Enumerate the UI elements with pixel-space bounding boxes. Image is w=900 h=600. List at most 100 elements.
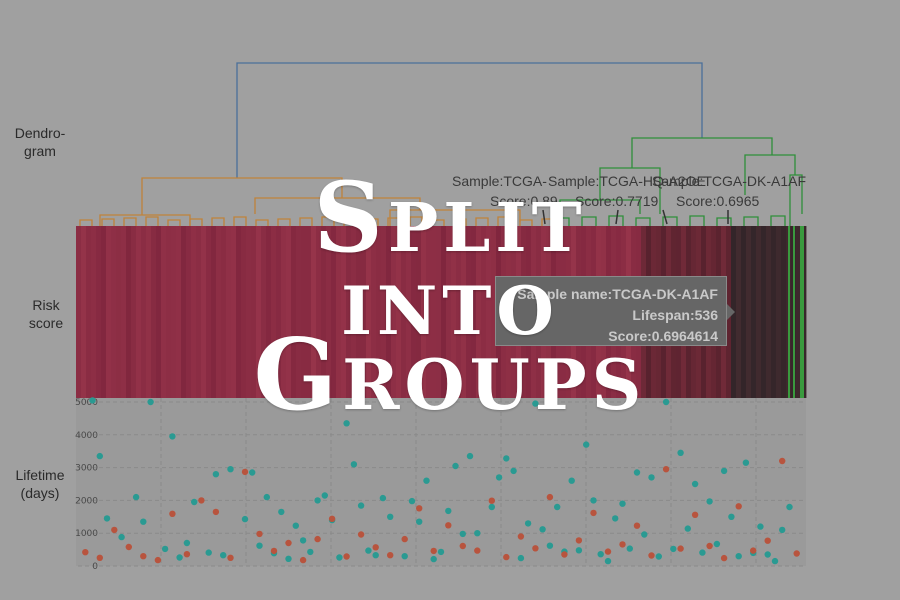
scatter-point-red-41[interactable] [677, 545, 684, 552]
scatter-point-teal-5[interactable] [140, 518, 147, 525]
scatter-point-red-6[interactable] [169, 510, 176, 517]
scatter-point-red-17[interactable] [328, 515, 336, 522]
scatter-point-red-19[interactable] [357, 531, 365, 538]
scatter-point-teal-80[interactable] [720, 467, 728, 475]
scatter-point-red-4[interactable] [140, 553, 147, 560]
scatter-point-teal-66[interactable] [619, 500, 626, 507]
scatter-point-teal-15[interactable] [227, 466, 234, 473]
scatter-point-teal-2[interactable] [103, 515, 111, 522]
scatter-point-teal-89[interactable] [786, 503, 793, 511]
scatter-point-teal-46[interactable] [466, 452, 474, 460]
scatter-point-teal-17[interactable] [249, 469, 256, 476]
scatter-point-red-14[interactable] [285, 539, 292, 547]
scatter-point-red-46[interactable] [750, 547, 757, 554]
scatter-point-teal-54[interactable] [532, 400, 539, 407]
scatter-point-teal-55[interactable] [539, 526, 546, 533]
scatter-point-teal-73[interactable] [670, 545, 677, 553]
scatter-point-teal-16[interactable] [241, 515, 249, 523]
scatter-point-red-22[interactable] [401, 535, 408, 543]
scatter-point-teal-68[interactable] [633, 469, 641, 476]
scatter-point-teal-43[interactable] [445, 507, 452, 515]
scatter-point-teal-19[interactable] [263, 493, 270, 501]
scatter-point-teal-57[interactable] [554, 503, 561, 511]
scatter-point-teal-42[interactable] [437, 548, 445, 556]
scatter-point-teal-70[interactable] [648, 474, 655, 481]
scatter-point-red-3[interactable] [125, 543, 132, 551]
scatter-point-teal-9[interactable] [176, 554, 183, 561]
scatter-point-teal-64[interactable] [604, 557, 612, 565]
scatter-point-teal-47[interactable] [474, 530, 481, 537]
scatter-point-teal-3[interactable] [118, 533, 125, 541]
scatter-point-red-21[interactable] [387, 552, 394, 559]
scatter-point-teal-45[interactable] [459, 530, 466, 538]
scatter-point-teal-51[interactable] [510, 467, 517, 475]
scatter-point-teal-33[interactable] [365, 547, 372, 554]
scatter-point-teal-76[interactable] [691, 480, 699, 488]
scatter-point-red-16[interactable] [314, 535, 321, 543]
scatter-point-red-40[interactable] [662, 466, 670, 473]
scatter-point-teal-18[interactable] [256, 542, 263, 549]
scatter-point-red-20[interactable] [372, 544, 379, 551]
scatter-point-red-43[interactable] [706, 542, 713, 550]
scatter-point-teal-40[interactable] [423, 477, 430, 484]
scatter-point-red-0[interactable] [82, 549, 89, 556]
scatter-point-teal-71[interactable] [655, 553, 662, 560]
scatter-point-teal-26[interactable] [314, 497, 321, 504]
scatter-point-teal-65[interactable] [612, 515, 619, 522]
scatter-point-red-29[interactable] [503, 553, 510, 561]
scatter-point-teal-63[interactable] [597, 551, 604, 558]
scatter-point-teal-81[interactable] [728, 513, 735, 520]
scatter-point-teal-83[interactable] [742, 459, 750, 466]
scatter-point-red-1[interactable] [96, 554, 104, 561]
scatter-point-red-30[interactable] [517, 533, 525, 540]
scatter-point-teal-37[interactable] [401, 553, 408, 560]
scatter-point-teal-30[interactable] [343, 420, 350, 427]
scatter-point-red-2[interactable] [111, 526, 118, 534]
scatter-point-red-37[interactable] [619, 541, 626, 548]
scatter-point-teal-52[interactable] [517, 554, 525, 562]
scatter-point-teal-38[interactable] [408, 497, 416, 505]
scatter-point-teal-12[interactable] [205, 549, 212, 556]
scatter-point-teal-74[interactable] [677, 449, 684, 456]
scatter-point-teal-88[interactable] [779, 526, 786, 534]
scatter-point-red-23[interactable] [416, 505, 423, 512]
scatter-point-teal-10[interactable] [183, 539, 191, 547]
scatter-point-teal-21[interactable] [278, 508, 285, 516]
scatter-point-red-28[interactable] [488, 497, 495, 504]
scatter-point-red-11[interactable] [241, 468, 249, 476]
scatter-point-teal-11[interactable] [191, 498, 198, 506]
scatter-point-teal-23[interactable] [292, 522, 299, 529]
scatter-point-teal-69[interactable] [641, 531, 648, 538]
scatter-point-red-48[interactable] [779, 457, 786, 465]
scatter-point-teal-8[interactable] [169, 433, 176, 440]
scatter-point-red-39[interactable] [648, 552, 655, 559]
scatter-point-teal-25[interactable] [307, 548, 314, 556]
scatter-point-teal-22[interactable] [285, 555, 292, 562]
scatter-point-teal-79[interactable] [713, 540, 721, 548]
scatter-point-red-27[interactable] [474, 547, 481, 554]
scatter-point-teal-53[interactable] [524, 520, 532, 527]
scatter-point-teal-56[interactable] [546, 542, 554, 549]
scatter-point-teal-13[interactable] [212, 471, 220, 478]
scatter-point-teal-60[interactable] [575, 547, 583, 554]
scatter-point-red-38[interactable] [633, 522, 641, 529]
scatter-point-red-26[interactable] [459, 542, 466, 550]
scatter-point-teal-29[interactable] [336, 554, 343, 561]
scatter-point-red-49[interactable] [793, 550, 800, 557]
scatter-point-teal-61[interactable] [583, 441, 590, 448]
scatter-point-teal-67[interactable] [626, 545, 633, 552]
scatter-point-teal-39[interactable] [416, 518, 423, 525]
scatter-point-teal-24[interactable] [299, 537, 307, 544]
scatter-point-teal-78[interactable] [706, 498, 713, 505]
scatter-point-red-36[interactable] [604, 548, 612, 555]
scatter-point-red-18[interactable] [343, 553, 350, 560]
scatter-point-teal-72[interactable] [662, 398, 670, 406]
scatter-point-teal-87[interactable] [771, 557, 779, 565]
scatter-point-teal-86[interactable] [764, 551, 771, 558]
scatter-point-teal-50[interactable] [503, 455, 510, 462]
scatter-point-red-5[interactable] [154, 556, 162, 564]
scatter-point-teal-48[interactable] [488, 503, 495, 511]
scatter-point-red-31[interactable] [532, 545, 539, 552]
scatter-point-teal-59[interactable] [568, 477, 575, 484]
scatter-point-teal-77[interactable] [699, 549, 706, 556]
